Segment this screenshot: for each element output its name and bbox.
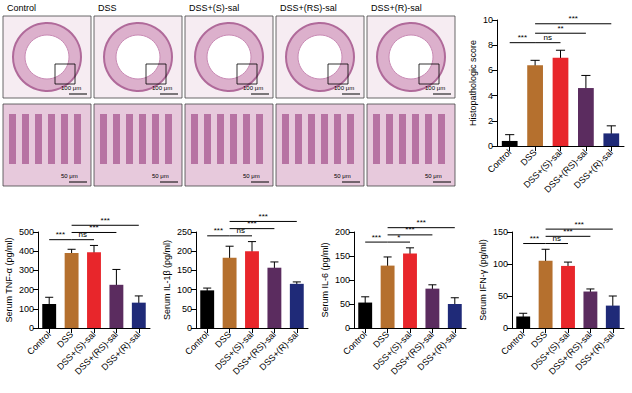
svg-text:100: 100	[335, 275, 350, 285]
svg-text:0: 0	[187, 323, 192, 333]
svg-text:DSS+(S)-sal: DSS+(S)-sal	[189, 3, 239, 13]
svg-text:***: ***	[247, 219, 256, 228]
svg-text:Control: Control	[499, 329, 527, 357]
svg-text:DSS+(R)-sal: DSS+(R)-sal	[99, 329, 142, 372]
svg-text:100 μm: 100 μm	[334, 85, 354, 91]
svg-text:DSS+(R)-sal: DSS+(R)-sal	[371, 3, 422, 13]
svg-text:DSS+(S)-sal: DSS+(S)-sal	[371, 329, 414, 372]
svg-text:***: ***	[417, 218, 426, 227]
svg-text:***: ***	[405, 225, 414, 234]
svg-text:***: ***	[259, 212, 268, 221]
svg-text:ns: ns	[544, 33, 552, 42]
svg-text:DSS+(S)-sal: DSS+(S)-sal	[521, 147, 564, 190]
svg-text:ns: ns	[79, 230, 87, 239]
svg-text:200: 200	[177, 246, 192, 256]
svg-text:250: 250	[177, 227, 192, 237]
svg-text:200: 200	[335, 227, 350, 237]
svg-text:DSS+(RS)-sal: DSS+(RS)-sal	[388, 329, 436, 377]
svg-text:400: 400	[19, 246, 34, 256]
svg-text:Serum IL-1β (pg/ml): Serum IL-1β (pg/ml)	[162, 240, 172, 320]
svg-text:DSS+(S)-sal: DSS+(S)-sal	[213, 329, 256, 372]
svg-text:50: 50	[182, 304, 192, 314]
svg-text:***: ***	[89, 223, 98, 232]
svg-text:2: 2	[488, 116, 493, 126]
svg-text:ns: ns	[237, 226, 245, 235]
svg-text:Control: Control	[7, 3, 36, 13]
svg-text:Histopathologic score: Histopathologic score	[468, 40, 478, 126]
svg-text:4: 4	[488, 91, 493, 101]
svg-text:100 μm: 100 μm	[61, 85, 81, 91]
svg-text:0: 0	[29, 323, 34, 333]
svg-text:DSS+(R)-sal: DSS+(R)-sal	[573, 329, 616, 372]
svg-text:100: 100	[177, 285, 192, 295]
svg-text:100 μm: 100 μm	[243, 85, 263, 91]
svg-text:***: ***	[563, 227, 572, 236]
svg-text:50 μm: 50 μm	[61, 173, 78, 179]
svg-text:300: 300	[19, 265, 34, 275]
svg-text:Control: Control	[25, 329, 53, 357]
svg-text:Control: Control	[341, 329, 369, 357]
svg-text:50 μm: 50 μm	[152, 173, 169, 179]
svg-text:100: 100	[19, 304, 34, 314]
svg-text:***: ***	[575, 220, 584, 229]
svg-text:ns: ns	[553, 234, 561, 243]
svg-text:***: ***	[569, 14, 578, 23]
svg-text:50 μm: 50 μm	[243, 173, 260, 179]
svg-text:50: 50	[498, 291, 508, 301]
svg-text:***: ***	[372, 233, 381, 242]
svg-text:***: ***	[530, 234, 539, 243]
svg-text:100: 100	[493, 259, 508, 269]
svg-text:150: 150	[177, 265, 192, 275]
svg-text:0: 0	[345, 323, 350, 333]
svg-text:***: ***	[56, 230, 65, 239]
svg-text:*: *	[397, 233, 400, 242]
svg-text:100 μm: 100 μm	[425, 85, 445, 91]
svg-text:**: **	[557, 24, 563, 33]
svg-text:DSS: DSS	[518, 147, 538, 167]
svg-text:150: 150	[335, 251, 350, 261]
svg-text:***: ***	[214, 226, 223, 235]
svg-text:DSS: DSS	[55, 329, 76, 350]
svg-text:DSS: DSS	[98, 3, 117, 13]
svg-text:150: 150	[493, 227, 508, 237]
svg-text:DSS+(R)-sal: DSS+(R)-sal	[572, 147, 615, 190]
svg-text:DSS+(RS)-sal: DSS+(RS)-sal	[72, 329, 120, 377]
svg-text:Serum IL-6 (pg/ml): Serum IL-6 (pg/ml)	[320, 242, 330, 317]
svg-text:DSS+(R)-sal: DSS+(R)-sal	[257, 329, 300, 372]
svg-text:DSS: DSS	[213, 329, 234, 350]
svg-text:0: 0	[488, 141, 493, 151]
svg-text:200: 200	[19, 285, 34, 295]
svg-text:DSS+(S)-sal: DSS+(S)-sal	[529, 329, 572, 372]
svg-text:50 μm: 50 μm	[425, 173, 442, 179]
svg-text:Serum IFN-γ (pg/ml): Serum IFN-γ (pg/ml)	[478, 239, 488, 321]
svg-text:DSS+(S)-sal: DSS+(S)-sal	[55, 329, 98, 372]
svg-text:DSS+(R)-sal: DSS+(R)-sal	[415, 329, 458, 372]
svg-text:10: 10	[483, 15, 493, 25]
svg-text:DSS: DSS	[529, 329, 550, 350]
svg-text:***: ***	[101, 216, 110, 225]
svg-text:Serum TNF-α (pg/ml): Serum TNF-α (pg/ml)	[4, 237, 14, 322]
svg-text:DSS+(RS)-sal: DSS+(RS)-sal	[546, 329, 594, 377]
svg-text:500: 500	[19, 227, 34, 237]
svg-text:DSS+(RS)-sal: DSS+(RS)-sal	[230, 329, 278, 377]
svg-text:Control: Control	[486, 147, 514, 175]
svg-text:Control: Control	[183, 329, 211, 357]
svg-text:DSS: DSS	[371, 329, 392, 350]
svg-text:DSS+(RS)-sal: DSS+(RS)-sal	[542, 147, 589, 194]
svg-text:0: 0	[503, 323, 508, 333]
svg-text:100 μm: 100 μm	[152, 85, 172, 91]
svg-text:8: 8	[488, 40, 493, 50]
svg-text:6: 6	[488, 65, 493, 75]
svg-text:DSS+(RS)-sal: DSS+(RS)-sal	[280, 3, 337, 13]
svg-text:***: ***	[518, 33, 527, 42]
svg-text:50 μm: 50 μm	[334, 173, 351, 179]
svg-text:50: 50	[340, 299, 350, 309]
